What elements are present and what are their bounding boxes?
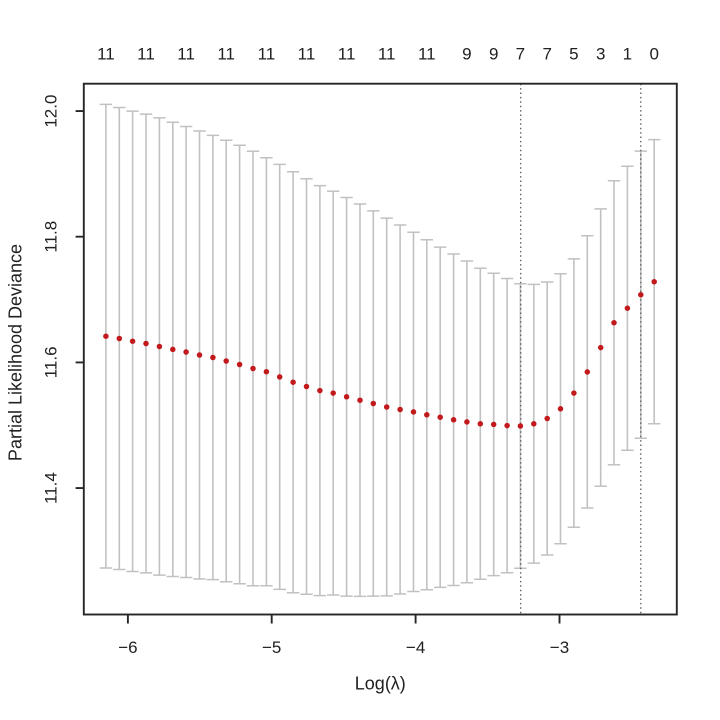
- svg-text:0: 0: [649, 45, 658, 64]
- svg-text:11: 11: [217, 45, 235, 64]
- svg-text:11: 11: [338, 45, 356, 64]
- svg-text:−5: −5: [262, 638, 281, 657]
- svg-text:7: 7: [516, 45, 525, 64]
- svg-text:9: 9: [489, 45, 498, 64]
- svg-text:7: 7: [542, 45, 551, 64]
- svg-text:−4: −4: [406, 638, 425, 657]
- svg-text:−6: −6: [118, 638, 137, 657]
- svg-text:11: 11: [177, 45, 195, 64]
- svg-text:11.8: 11.8: [42, 221, 61, 253]
- svg-text:11: 11: [298, 45, 316, 64]
- svg-text:12.0: 12.0: [42, 95, 61, 128]
- svg-text:11.4: 11.4: [42, 472, 61, 504]
- svg-text:11: 11: [137, 45, 155, 64]
- svg-text:9: 9: [462, 45, 471, 64]
- svg-text:11: 11: [97, 45, 115, 64]
- svg-text:11.6: 11.6: [42, 346, 61, 378]
- svg-text:11: 11: [258, 45, 276, 64]
- svg-text:5: 5: [569, 45, 578, 64]
- svg-text:11: 11: [418, 45, 436, 64]
- svg-text:11: 11: [378, 45, 396, 64]
- svg-text:Partial Likelihood Deviance: Partial Likelihood Deviance: [6, 244, 26, 461]
- svg-text:−3: −3: [550, 638, 569, 657]
- svg-text:Log(λ): Log(λ): [355, 674, 406, 694]
- svg-text:1: 1: [623, 45, 632, 64]
- svg-text:3: 3: [596, 45, 605, 64]
